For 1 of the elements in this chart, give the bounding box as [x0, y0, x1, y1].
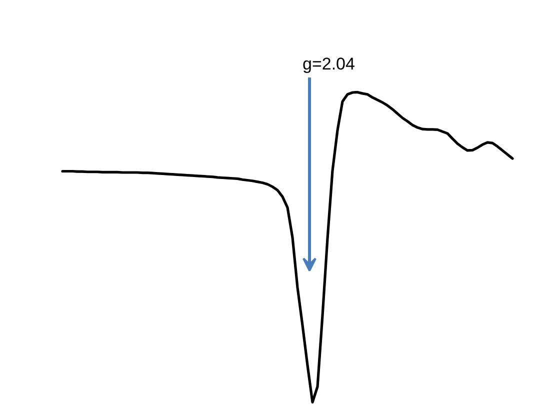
text: g=2.04: [302, 54, 355, 74]
